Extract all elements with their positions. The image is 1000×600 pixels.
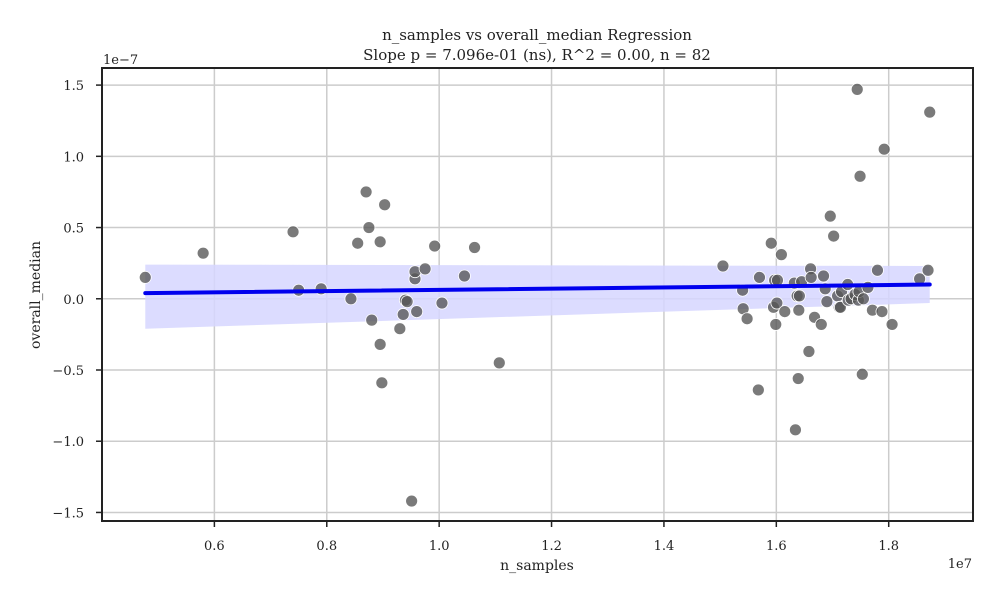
data-point	[871, 263, 884, 277]
data-point	[396, 308, 410, 321]
chart-subtitle: Slope p = 7.096e-01 (ns), R^2 = 0.00, n …	[363, 46, 711, 64]
x-tick-label: 1.2	[541, 539, 562, 554]
chart-title: n_samples vs overall_median Regression	[382, 26, 692, 44]
data-point	[770, 296, 784, 310]
data-point	[753, 271, 766, 284]
y-axis-offset-label: 1e−7	[103, 53, 138, 68]
data-point	[365, 313, 379, 327]
x-tick-label: 1.8	[878, 539, 899, 554]
data-point	[393, 322, 407, 336]
data-point	[853, 169, 867, 183]
y-tick-label: −1.5	[52, 506, 84, 521]
data-point	[492, 356, 506, 370]
data-point	[435, 296, 449, 310]
data-point	[400, 295, 414, 309]
data-point	[196, 246, 210, 260]
data-point	[716, 259, 730, 273]
data-point	[751, 383, 765, 397]
data-point	[344, 292, 358, 306]
data-point	[789, 423, 802, 437]
data-point	[817, 269, 830, 283]
y-tick-label: 1.0	[63, 150, 84, 165]
plot-frame	[101, 67, 974, 522]
data-point	[885, 318, 899, 331]
y-tick-label: −1.0	[52, 435, 84, 450]
x-tick-label: 1.6	[766, 539, 787, 554]
confidence-band	[145, 264, 930, 329]
data-point	[792, 303, 806, 317]
data-point	[458, 269, 471, 283]
data-point	[351, 236, 365, 250]
data-point	[877, 142, 891, 156]
data-point	[774, 248, 788, 262]
data-point	[359, 185, 373, 199]
data-point	[373, 337, 387, 351]
data-point	[791, 372, 805, 385]
data-point	[405, 494, 419, 508]
x-tick-label: 1.4	[654, 539, 675, 554]
data-point	[740, 312, 754, 326]
y-axis-label: overall_median	[28, 241, 44, 349]
data-point	[410, 305, 424, 318]
data-point	[823, 209, 837, 223]
data-point	[802, 345, 816, 358]
x-axis-offset-label: 1e7	[948, 557, 972, 572]
x-tick-label: 1.0	[429, 539, 450, 554]
data-point	[820, 295, 834, 309]
y-tick-label: 0.5	[63, 222, 84, 237]
data-point	[814, 318, 828, 331]
data-point	[804, 271, 818, 284]
data-point	[468, 241, 481, 254]
data-point	[850, 82, 864, 96]
data-point	[286, 225, 300, 239]
y-tick-label: 1.5	[63, 79, 84, 94]
data-point	[857, 292, 870, 306]
data-point	[769, 318, 783, 331]
regression-line	[143, 282, 932, 296]
data-point	[138, 271, 152, 284]
data-point	[827, 229, 841, 243]
data-point	[428, 239, 442, 253]
y-tick-label: −0.5	[52, 364, 84, 379]
axis-ticks: 0.6 0.8 1.0 1.2 1.4 1.6 1.8 −1.5 −1.0 −0.5 0.0 0.5 1…	[52, 79, 899, 554]
data-point	[923, 105, 937, 119]
data-point	[418, 262, 432, 276]
x-tick-label: 0.6	[204, 539, 225, 554]
y-tick-label: 0.0	[63, 293, 84, 308]
data-point	[792, 289, 806, 303]
data-point	[764, 236, 778, 250]
data-point	[375, 376, 389, 390]
x-axis-label: n_samples	[500, 558, 574, 574]
data-point	[921, 263, 935, 277]
data-point	[373, 235, 387, 249]
data-point	[855, 367, 869, 381]
data-point	[875, 305, 889, 318]
data-point	[378, 198, 392, 212]
x-tick-label: 0.8	[316, 539, 337, 554]
data-point	[778, 305, 792, 318]
data-point	[362, 221, 376, 234]
